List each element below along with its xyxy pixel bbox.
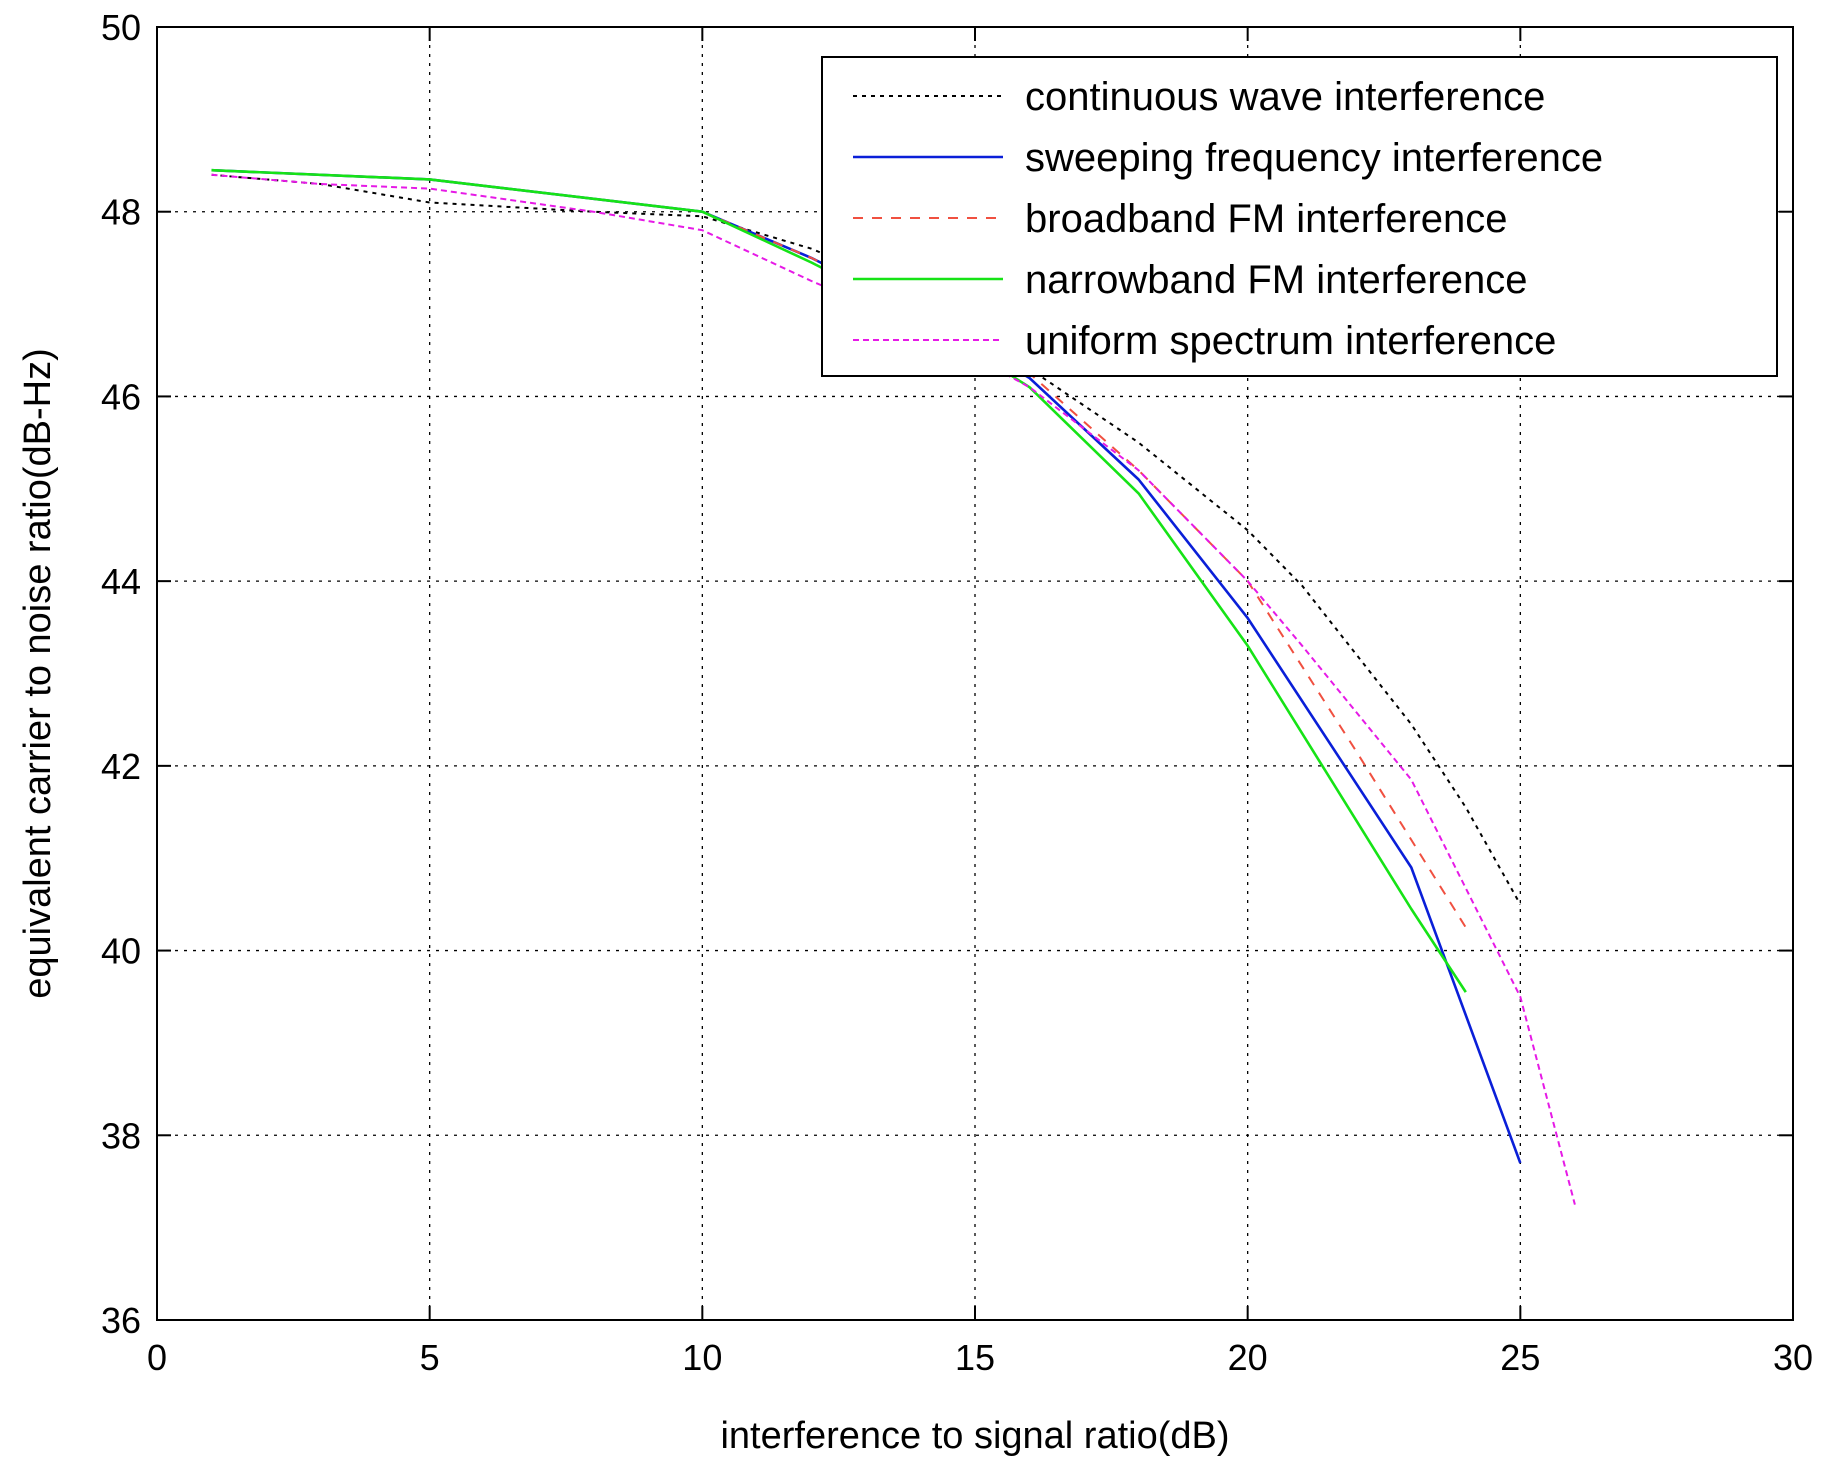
x-tick-label: 30 [1773, 1337, 1813, 1378]
series-line-1 [211, 173, 1522, 905]
legend: continuous wave interference sweeping fre… [821, 56, 1778, 377]
legend-entry-1: continuous wave interference [1025, 75, 1545, 119]
legend-entry-3: broadband FM interference [1025, 197, 1508, 241]
x-tick-label: 20 [1228, 1337, 1268, 1378]
x-tick-label: 5 [420, 1337, 440, 1378]
y-axis-label: equivalent carrier to noise ratio(dB-Hz) [17, 348, 59, 999]
x-tick-label: 15 [955, 1337, 995, 1378]
legend-entry-2: sweeping frequency interference [1025, 136, 1603, 180]
y-tick-label: 38 [101, 1115, 141, 1156]
y-tick-label: 46 [101, 376, 141, 417]
legend-entry-4: narrowband FM interference [1025, 258, 1527, 302]
y-tick-label: 36 [101, 1300, 141, 1341]
x-axis-label: interference to signal ratio(dB) [720, 1415, 1229, 1457]
x-tick-label: 25 [1500, 1337, 1540, 1378]
series-line-3 [211, 169, 1467, 929]
y-tick-label: 40 [101, 931, 141, 972]
axis-ticks: 0 5 10 15 20 25 30 36 38 40 42 44 46 48 50 [101, 7, 1813, 1378]
x-tick-label: 0 [147, 1337, 167, 1378]
legend-entry-5: uniform spectrum interference [1025, 319, 1556, 363]
y-tick-label: 48 [101, 192, 141, 233]
y-tick-label: 42 [101, 746, 141, 787]
y-tick-label: 50 [101, 7, 141, 48]
x-tick-label: 10 [682, 1337, 722, 1378]
y-tick-label: 44 [101, 561, 141, 602]
grid-lines [157, 27, 1793, 1320]
legend-box [821, 56, 1778, 377]
